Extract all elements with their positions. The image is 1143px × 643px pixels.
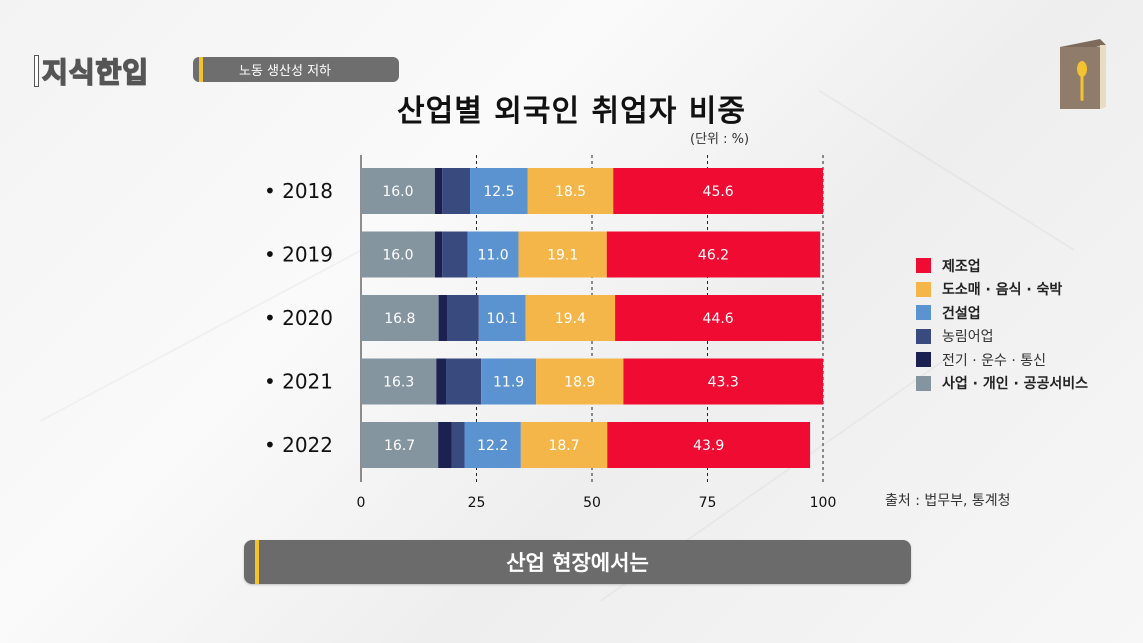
data-label: 43.9 [693,438,724,454]
legend-swatch [916,352,931,368]
bar-segment [525,295,616,341]
legend-item: 건설업 [916,301,1088,325]
book-spoon-icon [1060,39,1106,109]
legend-item: 제조업 [916,254,1088,278]
legend-label: 사업 · 개인 · 공공서비스 [942,376,1089,393]
bar-segment [361,295,439,341]
bar-segment [478,295,526,341]
bar-segment [536,358,624,405]
logo-bar-icon [34,55,39,87]
bar-segment [467,231,519,278]
data-label: 16.0 [382,248,413,264]
data-label: 19.1 [547,248,578,264]
year-label: • 2019 [264,243,333,267]
logo-text: 지식한입 [41,55,150,90]
bar-segment [442,231,468,278]
unit-note: (단위 : %) [690,132,750,147]
data-label: 46.2 [698,248,729,264]
bar-segment [613,168,823,214]
legend-label: 제조업 [942,258,981,275]
legend-item: 도소매 · 음식 · 숙박 [916,278,1088,302]
bar-segment [451,422,465,468]
data-label: 16.0 [382,184,413,200]
x-tick-label: 50 [583,495,601,511]
legend-swatch [916,375,931,391]
bar-segment [606,231,821,278]
x-tick-label: 0 [357,495,366,511]
legend-item: 사업 · 개인 · 공공서비스 [916,372,1088,396]
legend-label: 건설업 [942,305,981,322]
bar-segment [623,358,823,405]
bar-segment [438,295,448,341]
data-label: 16.8 [384,311,415,327]
data-label: 44.6 [703,311,734,327]
legend-item: 농림어업 [916,325,1088,349]
bar-segment [434,231,443,278]
year-label: • 2020 [264,306,333,330]
data-label: 18.7 [548,438,579,454]
source-note: 출처 : 법무부, 통계청 [885,493,1011,509]
year-label: • 2022 [264,433,333,457]
data-label: 11.0 [478,248,509,264]
bar-segment [361,422,439,468]
bar-segment [447,295,479,341]
bar-segment [361,231,435,278]
bar-segment [470,168,528,214]
data-label: 18.5 [555,184,586,200]
legend-swatch [916,258,931,274]
bar-segment [446,358,482,405]
legend-label: 전기 · 운수 · 통신 [942,352,1046,369]
bar-segment [436,358,447,405]
banner-text: 산업 현장에서는 [506,551,649,575]
bar-segment [615,295,822,341]
bar-segment [464,422,521,468]
legend-label: 도소매 · 음식 · 숙박 [942,282,1063,299]
data-label: 18.9 [564,375,595,391]
legend-swatch [916,328,931,344]
data-label: 10.1 [487,311,518,327]
bar-segment [518,231,607,278]
year-label: • 2021 [264,370,333,394]
legend-item: 전기 · 운수 · 통신 [916,348,1088,372]
bar-segment [442,168,471,214]
topic-pill: 노동 생산성 저하 [193,57,399,82]
legend-swatch [916,281,931,297]
data-label: 43.3 [708,375,739,391]
channel-logo: 지식한입 [34,52,149,90]
bar-segment [520,422,608,468]
bar-segment [361,168,435,214]
x-tick-label: 25 [468,495,486,511]
x-tick-label: 75 [699,495,717,511]
topic-pill-text: 노동 생산성 저하 [239,64,331,79]
bar-segment [438,422,452,468]
chart-title: 산업별 외국인 취업자 비중 [397,94,746,129]
bar-segment [361,358,437,405]
legend-label: 농림어업 [942,329,994,346]
subtitle-banner: 산업 현장에서는 [244,540,911,584]
year-label: • 2018 [264,179,333,203]
data-label: 12.5 [483,184,514,200]
data-label: 11.9 [493,375,524,391]
bar-segment [527,168,614,214]
x-tick-label: 100 [810,495,837,511]
bar-segment [434,168,443,214]
bar-segment [481,358,537,405]
legend-swatch [916,305,931,321]
data-label: 19.4 [555,311,586,327]
pill-accent [199,57,203,82]
data-label: 16.7 [384,438,415,454]
banner-accent [255,540,259,584]
data-label: 16.3 [383,375,414,391]
bar-segment [607,422,811,468]
data-label: 12.2 [477,438,508,454]
data-label: 45.6 [703,184,734,200]
